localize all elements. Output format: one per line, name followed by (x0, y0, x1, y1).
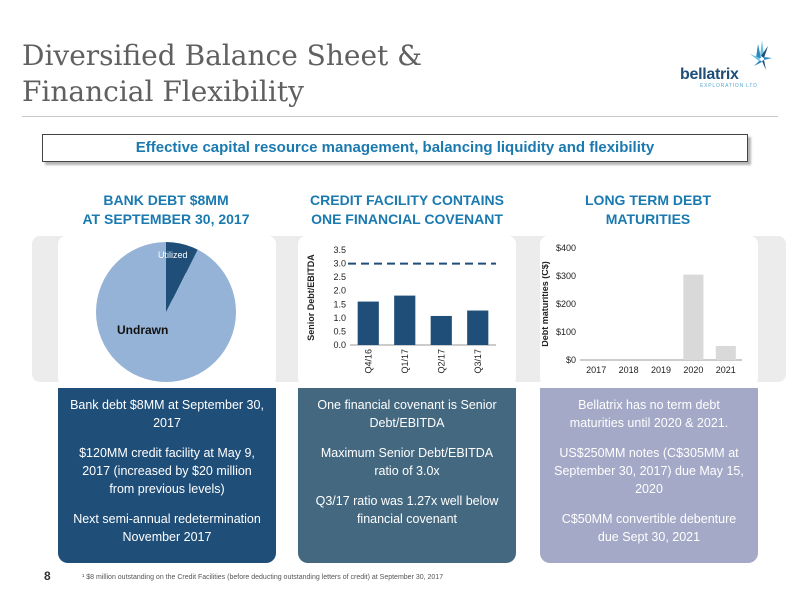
x-tick-label: 2021 (716, 365, 736, 375)
y-tick-label: $200 (556, 299, 576, 309)
box-paragraph: Q3/17 ratio was 1.27x well below financi… (315, 494, 499, 526)
y-tick-label: 3.5 (333, 245, 346, 255)
column-head-line: ONE FINANCIAL COVENANT (311, 211, 503, 227)
x-tick-label: Q3/17 (473, 349, 483, 374)
logo-wordmark: bellatrix (680, 66, 739, 83)
y-tick-label: 0.5 (333, 326, 346, 336)
y-tick-label: 3.0 (333, 259, 346, 269)
bar-2021 (715, 346, 736, 360)
title-divider (22, 116, 778, 117)
y-tick-label: $0 (566, 355, 576, 365)
page-number: 8 (44, 569, 51, 583)
y-tick-label: 1.0 (333, 313, 346, 323)
bank-debt-pie-chart (96, 242, 236, 382)
key-message-banner: Effective capital resource management, b… (42, 134, 748, 162)
covenant-text-box: One financial covenant is Senior Debt/EB… (298, 388, 516, 563)
bank-debt-text-box: Bank debt $8MM at September 30, 2017 $12… (58, 388, 276, 563)
y-tick-label: 1.5 (333, 299, 346, 309)
title-line-1: Diversified Balance Sheet & (22, 39, 423, 72)
y-tick-label: 2.5 (333, 272, 346, 282)
y-axis-label: Debt maturities (C$) (542, 261, 550, 347)
debt-maturities-chart: $0 $100 $200 $300 $400 Debt maturities (C$) 20… (542, 243, 742, 375)
x-tick-label: 2019 (651, 365, 671, 375)
x-tick-label: 2018 (619, 365, 639, 375)
x-tick-label: 2020 (683, 365, 703, 375)
box-paragraph: $120MM credit facility at May 9, 2017 (i… (79, 446, 255, 496)
bellatrix-star-logo-icon (750, 40, 772, 70)
footnote: ¹ $8 million outstanding on the Credit F… (82, 574, 444, 581)
bar-Q2/17 (430, 315, 452, 345)
x-tick-label: Q4/16 (363, 349, 373, 374)
column-head-line: MATURITIES (605, 211, 691, 227)
bar-Q4/16 (357, 301, 379, 345)
maturities-chart-card (540, 236, 758, 386)
box-paragraph: Bellatrix has no term debt maturities un… (569, 398, 729, 430)
maturities-text-box: Bellatrix has no term debt maturities un… (540, 388, 758, 563)
pie-label-undrawn: Undrawn (117, 323, 169, 337)
box-paragraph: One financial covenant is Senior Debt/EB… (317, 398, 497, 430)
box-paragraph: Maximum Senior Debt/EBITDA ratio of 3.0x (320, 446, 494, 478)
x-tick-label: Q2/17 (436, 349, 446, 374)
pie-label-utilized: Utilized (158, 250, 188, 260)
slide-title: Diversified Balance Sheet & Financial Fl… (22, 38, 422, 110)
x-tick-label: Q1/17 (400, 349, 410, 374)
box-paragraph: Bank debt $8MM at September 30, 2017 (70, 398, 264, 430)
column-head-line: CREDIT FACILITY CONTAINS (310, 192, 504, 208)
x-tick-label: 2017 (586, 365, 606, 375)
column-head-line: AT SEPTEMBER 30, 2017 (82, 211, 250, 227)
box-paragraph: Next semi-annual redetermination Novembe… (73, 512, 261, 544)
senior-debt-ebitda-chart: 0.0 0.5 1.0 1.5 2.0 2.5 3.0 3.5 Senior Debt/EBIT… (306, 245, 496, 374)
bar-Q1/17 (394, 295, 416, 345)
bar-2020 (683, 274, 704, 360)
title-line-2: Financial Flexibility (22, 75, 304, 108)
column-head-line: LONG TERM DEBT (585, 192, 711, 208)
box-paragraph: US$250MM notes (C$305MM at September 30,… (554, 446, 744, 496)
y-tick-label: $100 (556, 327, 576, 337)
y-tick-label: $300 (556, 271, 576, 281)
logo-subtitle: EXPLORATION LTD (700, 83, 758, 89)
column-head-debt-maturities: LONG TERM DEBT MATURITIES (528, 191, 768, 229)
y-tick-label: $400 (556, 243, 576, 253)
y-axis-label: Senior Debt/EBITDA (306, 254, 316, 341)
y-tick-label: 0.0 (333, 340, 346, 350)
column-head-line: BANK DEBT $8MM (103, 192, 229, 208)
bar-Q3/17 (467, 310, 489, 345)
column-head-credit-facility: CREDIT FACILITY CONTAINS ONE FINANCIAL C… (287, 191, 527, 229)
box-paragraph: C$50MM convertible debenture due Sept 30… (561, 512, 737, 544)
y-tick-label: 2.0 (333, 286, 346, 296)
column-head-bank-debt: BANK DEBT $8MM AT SEPTEMBER 30, 2017 (46, 191, 286, 229)
